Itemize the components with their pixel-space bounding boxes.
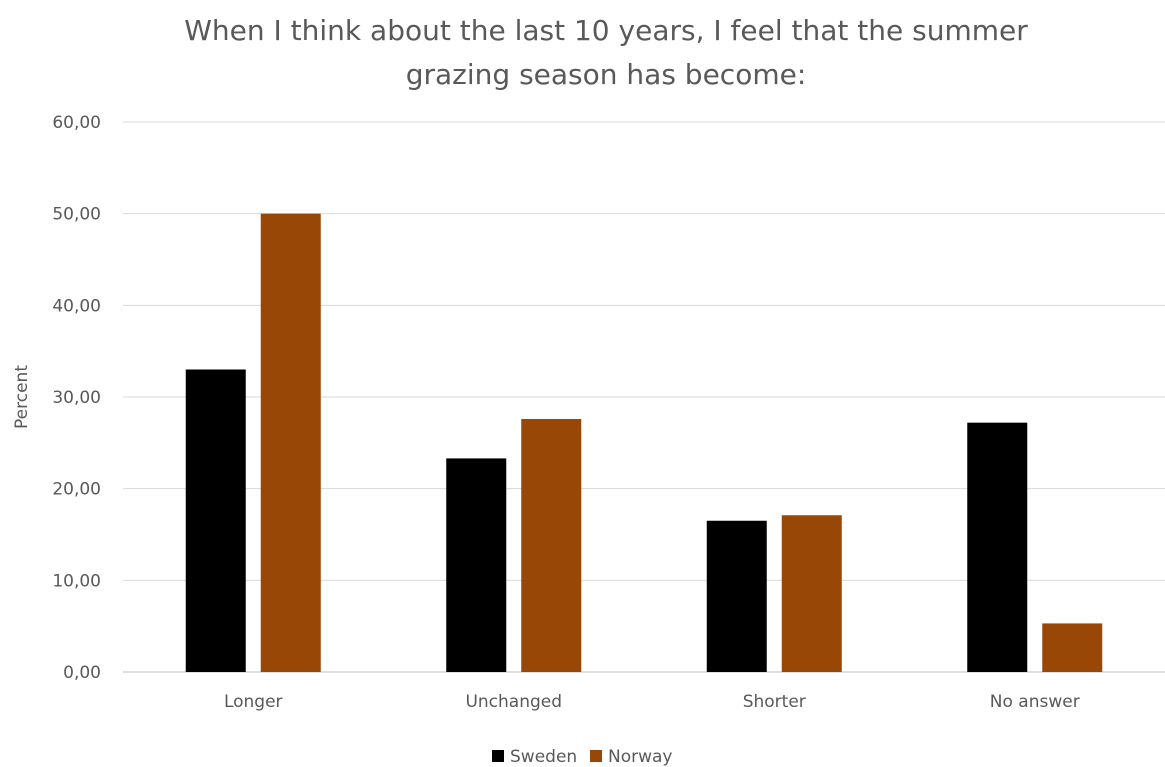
legend: Sweden Norway <box>492 747 673 767</box>
y-tick-label: 20,00 <box>52 480 101 500</box>
bar-norway-longer <box>260 213 321 672</box>
legend-label-norway: Norway <box>608 747 673 767</box>
bar-norway-no-answer <box>1042 623 1103 672</box>
bar-sweden-unchanged <box>446 458 507 672</box>
y-tick-label: 30,00 <box>52 388 101 408</box>
bar-norway-unchanged <box>521 419 582 672</box>
y-tick-label: 10,00 <box>52 571 101 591</box>
x-axis-ticks: Longer Unchanged Shorter No answer <box>224 692 1080 712</box>
x-tick-label: Shorter <box>743 692 806 712</box>
chart-title-line-2: grazing season has become: <box>406 58 807 91</box>
legend-swatch-norway <box>590 750 602 762</box>
x-tick-label: No answer <box>990 692 1080 712</box>
bar-sweden-longer <box>185 369 246 672</box>
x-tick-label: Unchanged <box>465 692 562 712</box>
y-axis-ticks: 0,00 10,00 20,00 30,00 40,00 50,00 60,00 <box>52 113 101 683</box>
x-tick-label: Longer <box>224 692 283 712</box>
y-axis-label: Percent <box>12 365 32 429</box>
chart-title-line-1: When I think about the last 10 years, I … <box>184 14 1028 47</box>
y-tick-label: 60,00 <box>52 113 101 133</box>
bars <box>185 213 1103 672</box>
legend-label-sweden: Sweden <box>510 747 577 767</box>
y-tick-label: 0,00 <box>63 663 101 683</box>
y-tick-label: 40,00 <box>52 296 101 316</box>
bar-sweden-no-answer <box>967 422 1028 672</box>
bar-norway-shorter <box>781 515 842 672</box>
legend-swatch-sweden <box>492 750 504 762</box>
y-tick-label: 50,00 <box>52 205 101 225</box>
bar-sweden-shorter <box>706 520 767 672</box>
